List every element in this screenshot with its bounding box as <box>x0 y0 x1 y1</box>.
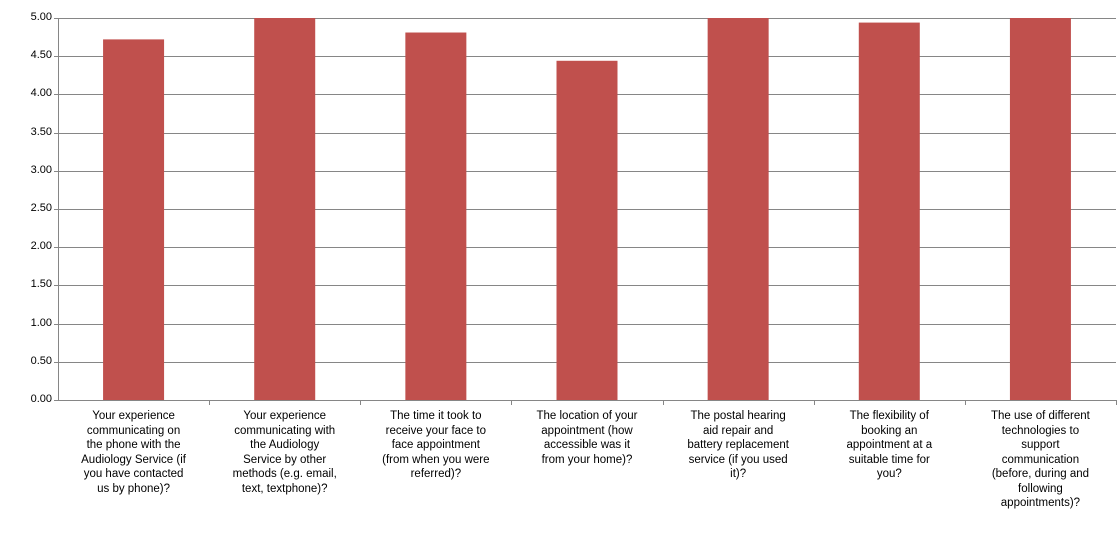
x-tick-label: The location of your appointment (how ac… <box>536 410 638 466</box>
y-tick-label: 4.50 <box>30 49 52 61</box>
bars <box>103 18 1071 401</box>
y-tick-label: 1.00 <box>30 317 52 329</box>
bar <box>103 39 165 400</box>
y-tick-label: 5.00 <box>30 11 52 23</box>
bar <box>1009 18 1071 400</box>
bar <box>556 60 618 401</box>
x-tick-label: Your experience communicating on the pho… <box>81 410 186 495</box>
x-tick-label: The time it took to receive your face to… <box>382 410 490 480</box>
y-tick-label: 0.50 <box>30 355 52 367</box>
bar <box>858 22 920 401</box>
x-tick-label: The flexibility of booking an appointmen… <box>846 410 933 480</box>
x-tick-label: Your experience communicating with the A… <box>232 410 337 495</box>
bar <box>254 18 316 400</box>
y-tick-label: 2.50 <box>30 202 52 214</box>
y-tick-label: 4.00 <box>30 87 52 99</box>
bar <box>405 32 467 401</box>
x-tick-label: The postal hearing aid repair and batter… <box>687 410 789 480</box>
y-tick-label: 3.00 <box>30 164 52 176</box>
y-tick-label: 3.50 <box>30 126 52 138</box>
x-tick-label: The use of different technologies to sup… <box>990 410 1090 509</box>
x-tick-marks <box>209 400 1117 405</box>
y-tick-label: 0.00 <box>30 393 52 405</box>
bar <box>707 18 769 400</box>
y-tick-label: 1.50 <box>30 278 52 290</box>
y-tick-label: 2.00 <box>30 240 52 252</box>
